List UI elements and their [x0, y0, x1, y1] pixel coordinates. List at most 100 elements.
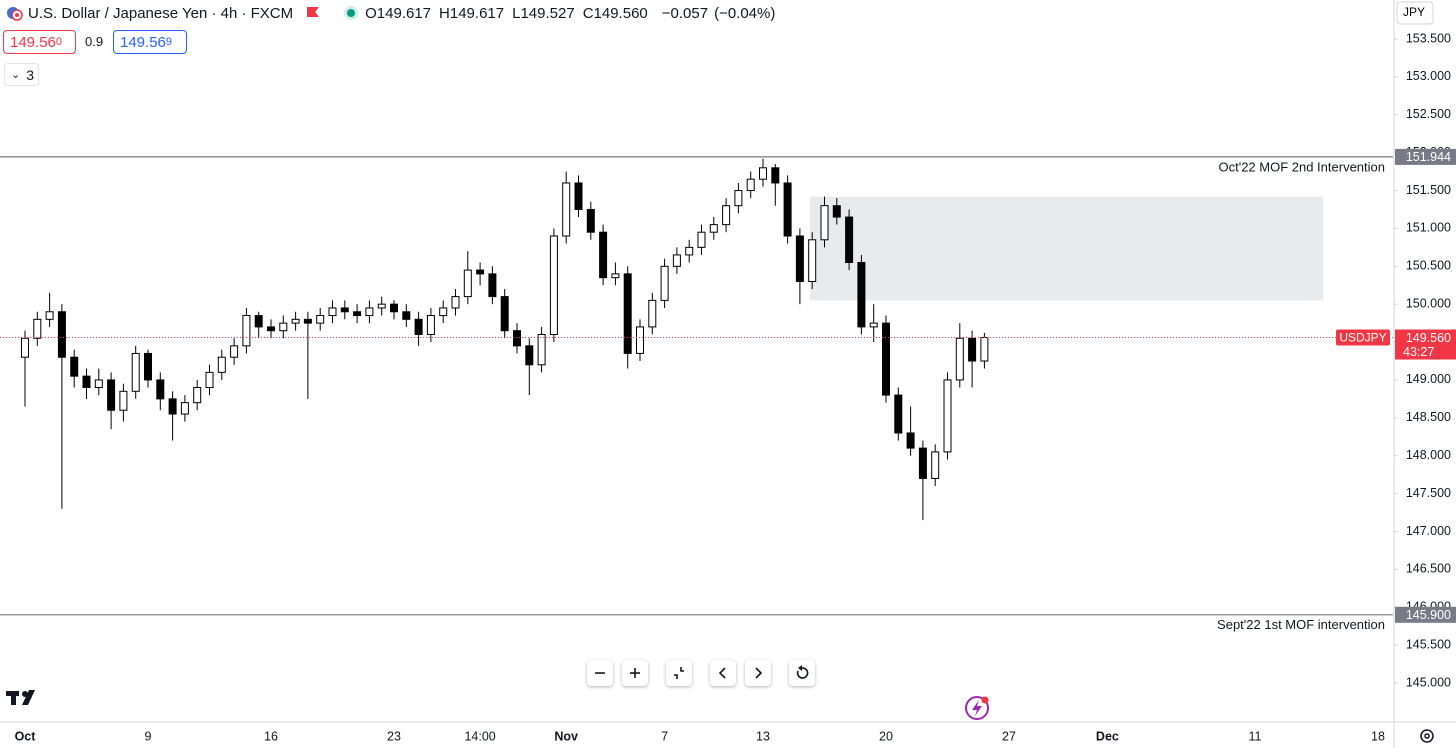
candle-body — [783, 182, 792, 237]
level-price-label: 145.900 — [1406, 608, 1451, 622]
candle-body — [45, 311, 54, 320]
buy-button[interactable]: 149.56 9 — [113, 30, 187, 54]
supply-zone — [810, 196, 1323, 301]
settings-icon[interactable] — [1420, 729, 1434, 743]
candle-body — [230, 345, 239, 358]
candle-body — [291, 318, 300, 324]
candle-body — [193, 387, 202, 404]
candle-body — [771, 167, 780, 184]
candle-body — [869, 322, 878, 328]
y-tick-label: 152.500 — [1406, 107, 1451, 121]
y-tick-label: 146.500 — [1406, 562, 1451, 576]
bar-countdown: 43:27 — [1403, 345, 1434, 359]
candle-body — [303, 318, 312, 324]
x-tick-label: 20 — [879, 729, 893, 743]
indicators-toggle[interactable]: ⌄ 3 — [4, 63, 39, 86]
candle-body — [795, 235, 804, 282]
change-percent: (−0.04%) — [714, 4, 776, 22]
candle-body — [586, 208, 595, 233]
candle-body — [636, 326, 644, 354]
candle-body — [279, 322, 288, 332]
candle-body — [463, 269, 472, 298]
reset-scale-button[interactable] — [666, 660, 692, 686]
y-tick-label: 148.000 — [1406, 448, 1451, 462]
y-tick-label: 145.000 — [1406, 675, 1451, 689]
y-tick-label: 147.500 — [1406, 486, 1451, 500]
sell-pip: 0 — [55, 36, 63, 48]
x-tick-label: Oct — [15, 729, 37, 743]
symbol-tag: USDJPY — [1339, 331, 1386, 345]
candle-body — [82, 375, 91, 389]
level-annotation: Oct'22 MOF 2nd Intervention — [1218, 159, 1385, 174]
candle-body — [316, 315, 325, 324]
candle-body — [180, 402, 189, 415]
plot-area — [0, 156, 1393, 616]
spread: 0.9 — [85, 34, 104, 49]
last-price-label: 149.560 — [1406, 331, 1451, 345]
last-price-bg — [1395, 329, 1456, 360]
change: −0.057 — [661, 4, 709, 22]
scroll-left-button[interactable] — [710, 660, 736, 686]
legend-header: U.S. Dollar / Japanese Yen · 4h · FXCM O… — [0, 0, 775, 26]
candle-body — [918, 447, 927, 479]
candle-body — [611, 273, 620, 279]
candle-body — [70, 356, 79, 377]
candle-body — [340, 307, 349, 313]
candle-body — [426, 315, 435, 335]
candle-body — [451, 296, 460, 309]
y-tick-label: 149.000 — [1406, 372, 1451, 386]
alert-icon[interactable] — [965, 696, 989, 720]
candle-body — [205, 371, 214, 389]
ohlc-key: L — [512, 4, 521, 22]
y-tick-label: 148.500 — [1406, 410, 1451, 424]
ohlc-item: C149.560 — [583, 5, 648, 22]
tv-logo — [6, 690, 35, 705]
currency-box[interactable]: JPY — [1396, 1, 1434, 25]
x-tick-label: 14:00 — [464, 729, 495, 743]
symbol-icon — [7, 7, 23, 21]
flag-icon[interactable] — [305, 5, 321, 21]
ohlc-value: 149.617 — [449, 4, 505, 22]
x-tick-label: 7 — [661, 729, 668, 743]
candle-body — [709, 224, 718, 233]
candle-body — [119, 390, 128, 411]
candle-body — [685, 246, 694, 256]
candle-body — [660, 265, 669, 301]
candle-body — [599, 231, 608, 279]
y-tick-label: 153.000 — [1406, 69, 1451, 83]
candle-body — [648, 299, 657, 328]
candle-body — [882, 322, 890, 396]
candle-body — [672, 254, 681, 267]
candle-body — [943, 379, 952, 453]
ohlc-key: C — [582, 4, 594, 22]
zoom-out-button[interactable] — [587, 660, 613, 686]
candle-body — [390, 303, 398, 313]
candle-body — [156, 379, 165, 400]
candle-body — [107, 379, 116, 411]
candle-body — [131, 352, 140, 392]
symbol-title[interactable]: U.S. Dollar / Japanese Yen · 4h · FXCM — [28, 4, 294, 22]
zoom-in-button[interactable] — [622, 660, 648, 686]
candle-body — [242, 315, 251, 347]
ohlc-value: 149.560 — [593, 4, 648, 22]
sell-price: 149.56 — [10, 33, 56, 51]
sell-button[interactable]: 149.56 0 — [3, 30, 76, 54]
currency: JPY — [1403, 5, 1425, 19]
x-tick-label: Dec — [1096, 729, 1119, 743]
candle-body — [365, 307, 374, 317]
candle-body — [500, 296, 509, 332]
ohlc-item: L149.527 — [512, 5, 575, 22]
y-tick-label: 151.000 — [1406, 221, 1451, 235]
x-tick-label: 23 — [387, 729, 401, 743]
x-tick-label: 13 — [756, 729, 770, 743]
level-price-bg — [1395, 606, 1456, 623]
x-tick-label: 11 — [1249, 729, 1262, 743]
candle-body — [931, 451, 940, 479]
ohlc-item: H149.617 — [439, 5, 504, 22]
ohlc-key: H — [439, 4, 450, 22]
scroll-right-button[interactable] — [745, 660, 771, 686]
reset-button[interactable] — [789, 660, 815, 686]
x-tick-label: 18 — [1371, 729, 1385, 743]
candle-body — [328, 307, 337, 317]
